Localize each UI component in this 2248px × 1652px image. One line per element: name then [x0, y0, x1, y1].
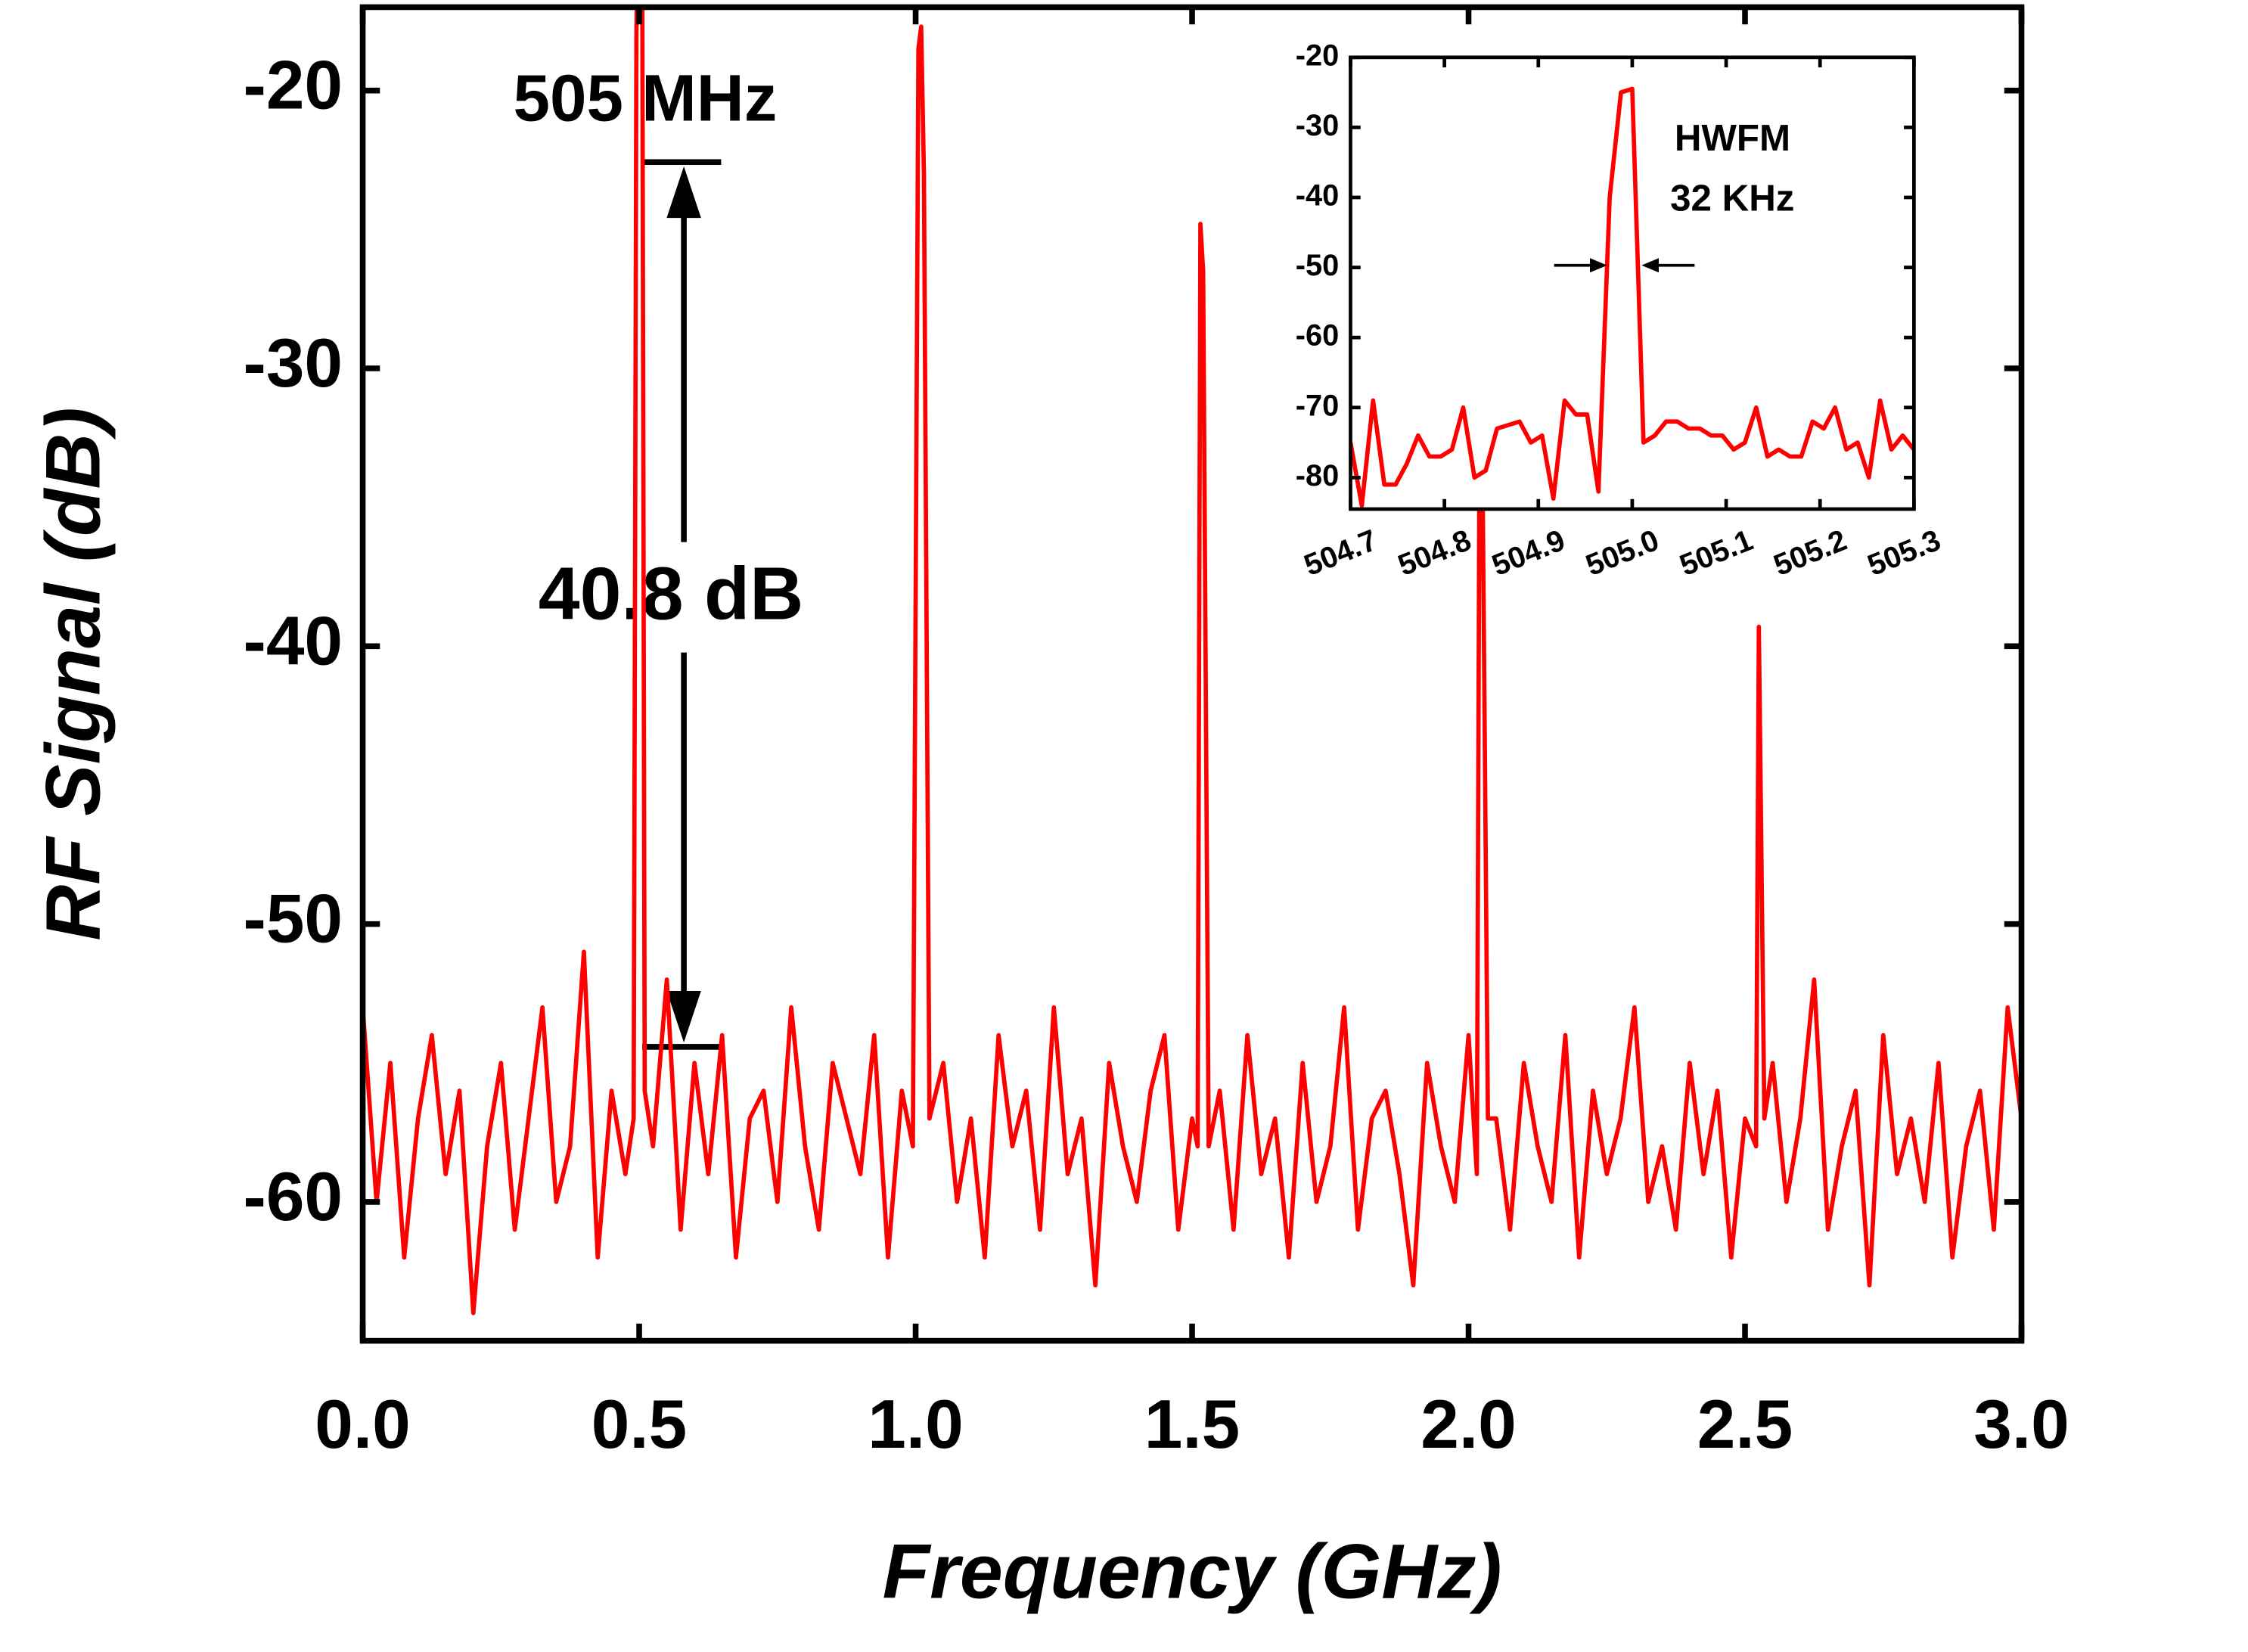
width-arrows	[1554, 258, 1695, 273]
y-tick-label: -80	[1296, 459, 1340, 492]
x-tick-label: 2.0	[1421, 1386, 1516, 1463]
y-tick-label: -30	[244, 325, 343, 402]
peak-annotation: 505 MHz	[514, 62, 778, 135]
y-tick-label: -50	[244, 881, 343, 958]
x-tick-label: 505.2	[1769, 523, 1852, 582]
ratio-arrow	[642, 159, 722, 1050]
inset-annotation: HWFM	[1675, 117, 1790, 159]
x-tick-label: 1.5	[1144, 1386, 1240, 1463]
data-line	[362, 7, 2022, 1315]
x-tick-label: 505.0	[1582, 523, 1664, 582]
x-tick-label: 0.5	[591, 1386, 687, 1463]
x-tick-label: 504.9	[1487, 523, 1570, 582]
y-tick-label: -20	[244, 48, 343, 124]
y-axis-label: RF Signal (dB)	[29, 407, 116, 940]
data-line	[1350, 86, 1914, 508]
y-tick-label: -40	[244, 603, 343, 679]
y-tick-label: -40	[1296, 179, 1340, 213]
y-tick-label: -70	[1296, 389, 1340, 422]
x-tick-label: 504.8	[1393, 523, 1476, 582]
y-tick-label: -60	[1296, 319, 1340, 352]
y-tick-label: -60	[244, 1159, 343, 1235]
x-tick-label: 3.0	[1973, 1386, 2069, 1463]
x-tick-label: 504.7	[1299, 523, 1382, 582]
y-tick-label: -30	[1296, 109, 1340, 142]
y-tick-label: -20	[1296, 39, 1340, 72]
x-axis-label: Frequency (GHz)	[883, 1527, 1502, 1614]
x-tick-label: 505.3	[1863, 523, 1945, 582]
x-tick-label: 505.1	[1675, 523, 1758, 582]
x-tick-label: 2.5	[1697, 1386, 1793, 1463]
inset-annotation: 32 KHz	[1670, 177, 1794, 219]
x-tick-label: 0.0	[315, 1386, 410, 1463]
x-tick-label: 1.0	[868, 1386, 963, 1463]
ratio-annotation: 40.8 dB	[539, 551, 804, 635]
y-tick-label: -50	[1296, 249, 1340, 282]
